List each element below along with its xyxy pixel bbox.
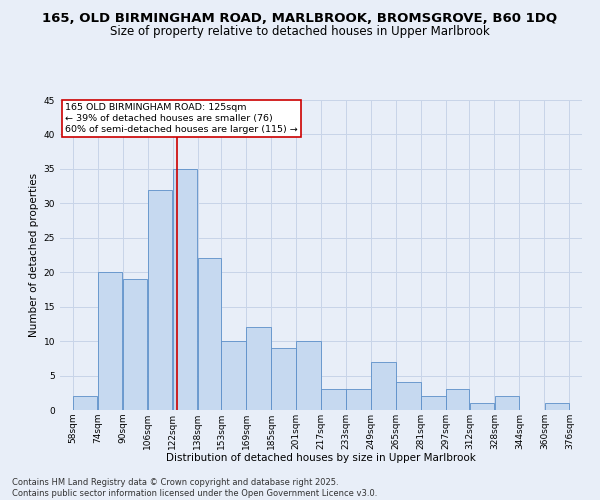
Bar xyxy=(322,390,346,410)
X-axis label: Distribution of detached houses by size in Upper Marlbrook: Distribution of detached houses by size … xyxy=(166,454,476,464)
Bar xyxy=(98,272,122,410)
Bar xyxy=(397,382,421,410)
Bar xyxy=(271,348,296,410)
Bar xyxy=(545,403,569,410)
Text: Size of property relative to detached houses in Upper Marlbrook: Size of property relative to detached ho… xyxy=(110,25,490,38)
Bar xyxy=(421,396,446,410)
Bar xyxy=(148,190,172,410)
Bar xyxy=(247,328,271,410)
Bar xyxy=(123,279,147,410)
Bar xyxy=(495,396,519,410)
Bar xyxy=(221,341,245,410)
Bar xyxy=(470,403,494,410)
Text: Contains HM Land Registry data © Crown copyright and database right 2025.
Contai: Contains HM Land Registry data © Crown c… xyxy=(12,478,377,498)
Text: 165 OLD BIRMINGHAM ROAD: 125sqm
← 39% of detached houses are smaller (76)
60% of: 165 OLD BIRMINGHAM ROAD: 125sqm ← 39% of… xyxy=(65,103,298,134)
Bar xyxy=(371,362,395,410)
Bar xyxy=(296,341,320,410)
Bar xyxy=(73,396,97,410)
Bar xyxy=(173,169,197,410)
Bar xyxy=(198,258,221,410)
Bar xyxy=(446,390,469,410)
Y-axis label: Number of detached properties: Number of detached properties xyxy=(29,173,40,337)
Bar xyxy=(346,390,371,410)
Text: 165, OLD BIRMINGHAM ROAD, MARLBROOK, BROMSGROVE, B60 1DQ: 165, OLD BIRMINGHAM ROAD, MARLBROOK, BRO… xyxy=(43,12,557,26)
